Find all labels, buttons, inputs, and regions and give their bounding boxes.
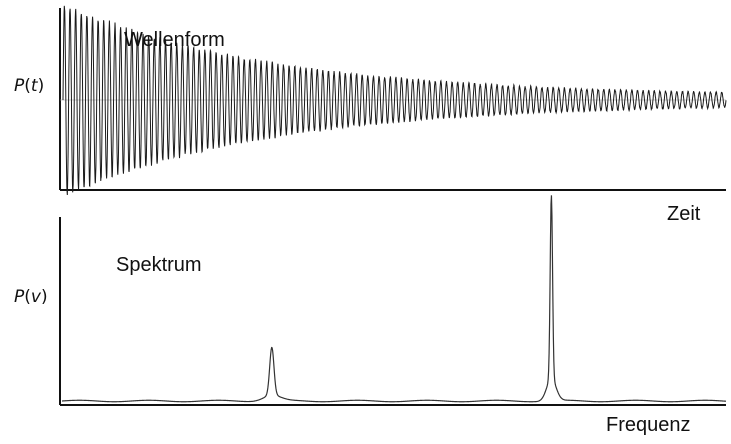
y-axis-label-var: t — [30, 76, 38, 96]
y-axis-label-symbol: P — [14, 76, 25, 96]
waveform-chart — [59, 5, 727, 196]
x-axis-label: Frequenz — [606, 414, 691, 436]
waveform-series-line — [62, 5, 727, 196]
chart-title: Wellenform — [124, 29, 225, 51]
x-axis-label: Zeit — [667, 203, 701, 225]
y-axis-label: P(v) — [14, 287, 48, 307]
chart-title: Spektrum — [116, 254, 202, 276]
y-axis-label-symbol: P — [14, 287, 25, 307]
y-axis-label-var: v — [30, 287, 41, 307]
waveform-panel: Wellenform P(t) Zeit — [0, 0, 731, 225]
spectrum-series-line — [61, 195, 727, 403]
spectrum-chart — [59, 195, 727, 406]
spectrum-panel: Spektrum P(v) Frequenz — [0, 195, 731, 444]
y-axis-label: P(t) — [14, 76, 45, 96]
